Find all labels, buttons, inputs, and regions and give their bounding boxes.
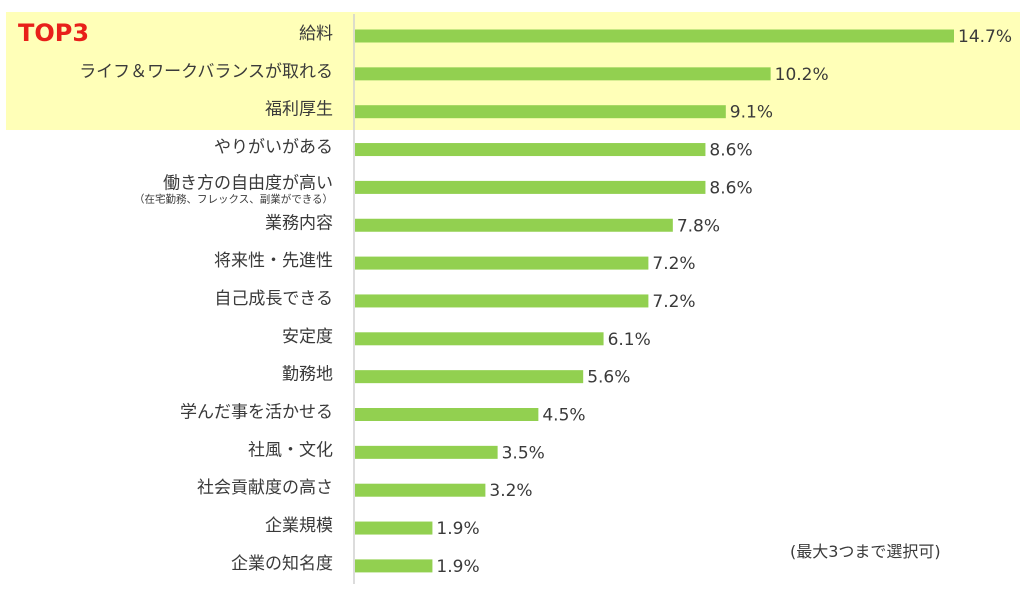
value-label: 10.2%: [775, 65, 829, 85]
bar: [355, 445, 498, 459]
value-label: 8.6%: [709, 141, 752, 161]
value-label: 9.1%: [730, 103, 773, 123]
category-label: やりがいがある: [214, 138, 333, 158]
category-labels-group: 給料ライフ＆ワークバランスが取れる福利厚生やりがいがある働き方の自由度が高い（在…: [79, 24, 333, 574]
bar: [355, 294, 649, 308]
bar: [355, 256, 649, 270]
bar: [355, 483, 486, 497]
category-label: 業務内容: [265, 213, 333, 233]
top3-label: TOP3: [18, 19, 89, 47]
bar: [355, 370, 584, 384]
bar: [355, 143, 706, 157]
bar: [355, 218, 673, 232]
bar: [355, 180, 706, 194]
category-label: 企業の知名度: [231, 554, 333, 574]
category-label: 安定度: [282, 327, 333, 347]
value-label: 3.2%: [489, 481, 532, 501]
category-label: 社会貢献度の高さ: [197, 478, 333, 498]
bar: [355, 521, 433, 535]
bar: [355, 67, 771, 81]
category-label: 勤務地: [282, 365, 333, 385]
category-label: 働き方の自由度が高い: [163, 173, 333, 193]
category-label: 給料: [299, 24, 333, 44]
category-label: 自己成長できる: [214, 289, 333, 309]
value-label: 7.2%: [652, 292, 695, 312]
category-label: 将来性・先進性: [214, 251, 333, 271]
bar: [355, 559, 433, 573]
selection-note: (最大3つまで選択可): [790, 542, 941, 561]
bar: [355, 408, 539, 421]
value-label: 14.7%: [958, 27, 1012, 47]
bars-group: [355, 29, 954, 573]
bar: [355, 105, 726, 119]
value-label: 5.6%: [587, 368, 630, 388]
category-sublabel: （在宅勤務、フレックス、副業ができる）: [134, 192, 333, 205]
category-label: 企業規模: [265, 516, 333, 536]
value-label: 4.5%: [542, 406, 585, 426]
category-label: ライフ＆ワークバランスが取れる: [79, 62, 333, 82]
category-label: 学んだ事を活かせる: [180, 403, 333, 423]
value-label: 7.2%: [652, 254, 695, 274]
category-label: 福利厚生: [265, 100, 333, 120]
category-label: 社風・文化: [248, 440, 333, 460]
bar: [355, 332, 604, 346]
value-label: 3.5%: [502, 443, 545, 463]
value-label: 1.9%: [436, 557, 479, 577]
bar: [355, 29, 954, 43]
value-label: 8.6%: [709, 178, 752, 198]
value-label: 7.8%: [677, 216, 720, 236]
value-label: 1.9%: [436, 519, 479, 539]
value-labels-group: 14.7%10.2%9.1%8.6%8.6%7.8%7.2%7.2%6.1%5.…: [436, 27, 1012, 577]
value-label: 6.1%: [608, 330, 651, 350]
